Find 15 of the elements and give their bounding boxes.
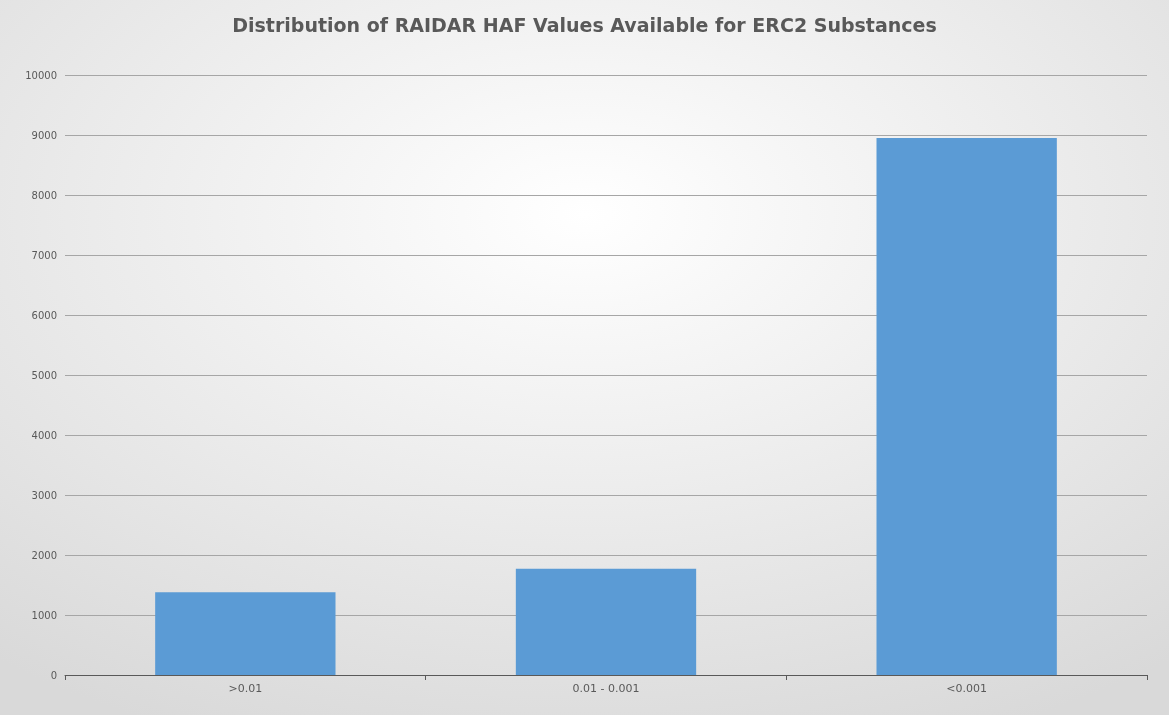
y-tick-label: 4000 — [31, 429, 57, 441]
x-tick-label: >0.01 — [228, 682, 263, 695]
y-tick-label: 3000 — [31, 489, 57, 501]
x-tick-label: 0.01 - 0.001 — [572, 682, 640, 695]
chart-title: Distribution of RAIDAR HAF Values Available for ERC2 Substances — [232, 13, 937, 36]
x-tick-label: <0.001 — [946, 682, 988, 695]
y-tick-label: 8000 — [31, 189, 57, 201]
y-tick-label: 7000 — [31, 249, 57, 261]
y-tick-label: 6000 — [31, 309, 57, 321]
y-tick-label: 5000 — [31, 369, 57, 381]
y-tick-label: 1000 — [31, 609, 57, 621]
y-tick-label: 10000 — [25, 69, 57, 81]
y-tick-label: 2000 — [31, 549, 57, 561]
y-tick-label: 9000 — [31, 129, 57, 141]
y-tick-label: 0 — [50, 669, 57, 681]
